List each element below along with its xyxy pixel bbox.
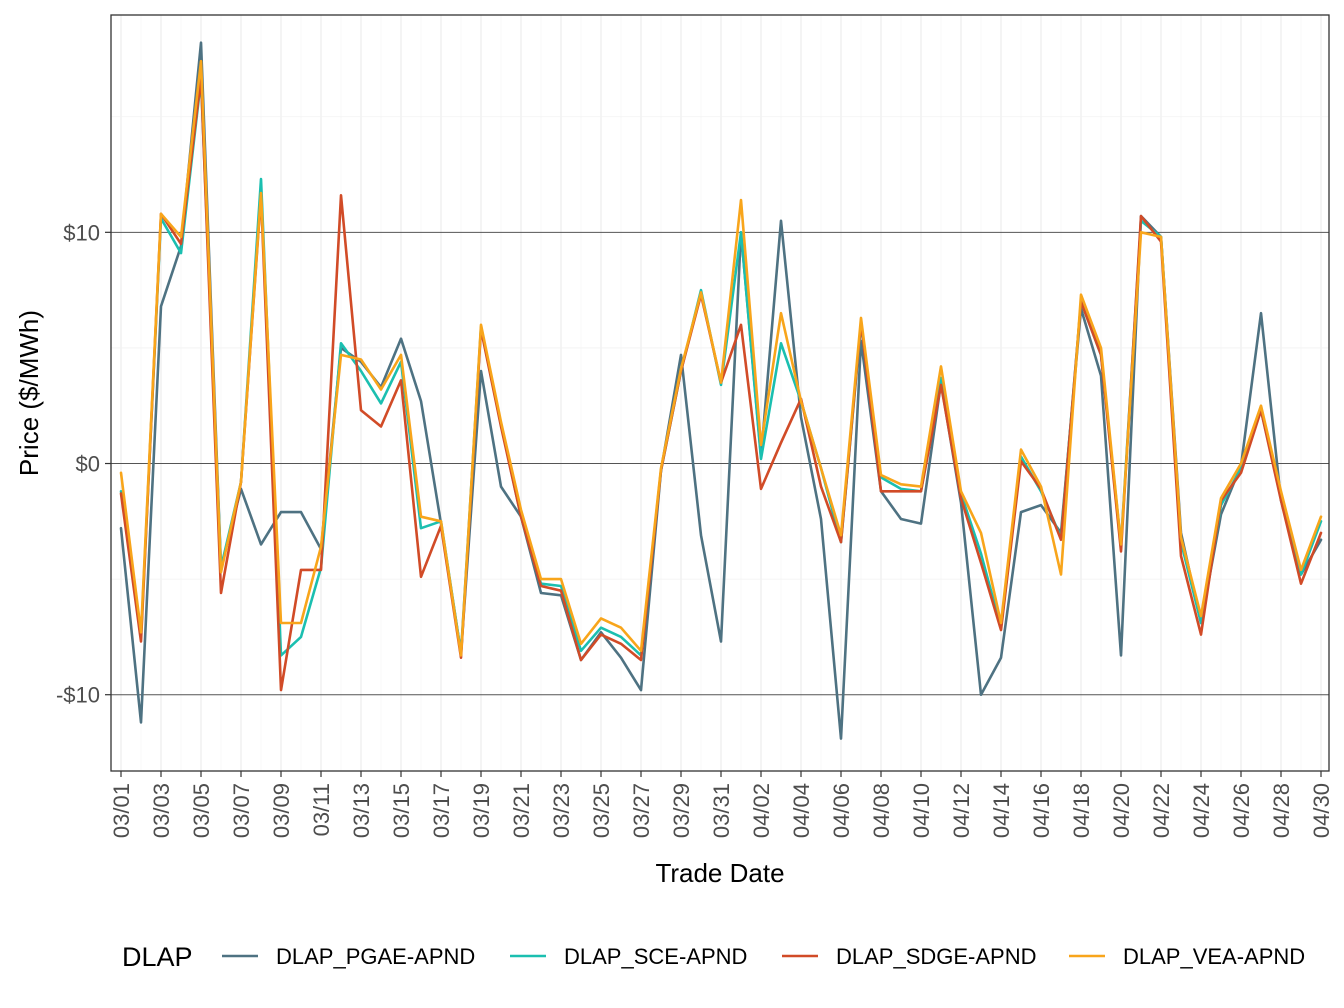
series-line-dlap-vea-apnd [119,59,1323,657]
x-tick-label: 03/19 [469,783,494,838]
legend-label: DLAP_SCE-APND [564,944,747,969]
x-tick-label: 04/22 [1149,783,1174,838]
legend: DLAP DLAP_PGAE-APND DLAP_SCE-APND DLAP_SDG… [122,942,1305,972]
x-tick-label: 04/14 [989,783,1014,838]
x-tick-label: 03/09 [269,783,294,838]
x-tick-label: 04/12 [949,783,974,838]
y-tick-label: $0 [76,452,100,477]
x-tick-label: 03/31 [709,783,734,838]
x-tick-label: 04/04 [789,783,814,838]
x-tick-label: 04/16 [1029,783,1054,838]
x-tick-label: 03/15 [389,783,414,838]
x-tick-label: 03/23 [549,783,574,838]
x-tick-label: 04/28 [1269,783,1294,838]
x-tick-label: 03/03 [149,783,174,838]
y-tick-label: -$10 [56,683,100,708]
x-tick-label: 03/21 [509,783,534,838]
x-tick-label: 04/18 [1069,783,1094,838]
y-axis: $10 $0 -$10 [56,220,111,708]
x-tick-label: 03/17 [429,783,454,838]
legend-label: DLAP_SDGE-APND [836,944,1037,969]
legend-label: DLAP_PGAE-APND [276,944,475,969]
x-tick-label: 04/24 [1189,783,1214,838]
x-tick-label: 04/06 [829,783,854,838]
x-tick-label: 04/10 [909,783,934,838]
x-tick-label: 04/26 [1229,783,1254,838]
x-tick-label: 03/11 [309,783,334,836]
x-tick-label: 03/05 [189,783,214,838]
x-tick-label: 03/25 [589,783,614,838]
x-tick-label: 03/27 [629,783,654,838]
x-axis-title: Trade Date [655,858,784,888]
x-tick-label: 03/01 [109,783,134,838]
x-tick-label: 03/13 [349,783,374,838]
minor-gridlines [111,15,1329,771]
legend-title: DLAP [122,942,193,972]
x-tick-label: 03/07 [229,783,254,838]
plot-border [110,14,1330,772]
x-tick-label: 04/20 [1109,783,1134,838]
plot-background [111,15,1329,771]
y-axis-title: Price ($/MWh) [14,310,44,476]
series-layer [119,41,1323,740]
y-tick-label: $10 [63,220,100,245]
x-tick-label: 04/08 [869,783,894,838]
x-tick-label: 04/30 [1309,783,1334,838]
x-axis: 03/01 03/03 03/05 03/07 03/09 03/11 03/13 03/15… [109,771,1334,838]
x-tick-label: 03/29 [669,783,694,838]
legend-label: DLAP_VEA-APND [1123,944,1305,969]
x-tick-label: 04/02 [749,783,774,838]
